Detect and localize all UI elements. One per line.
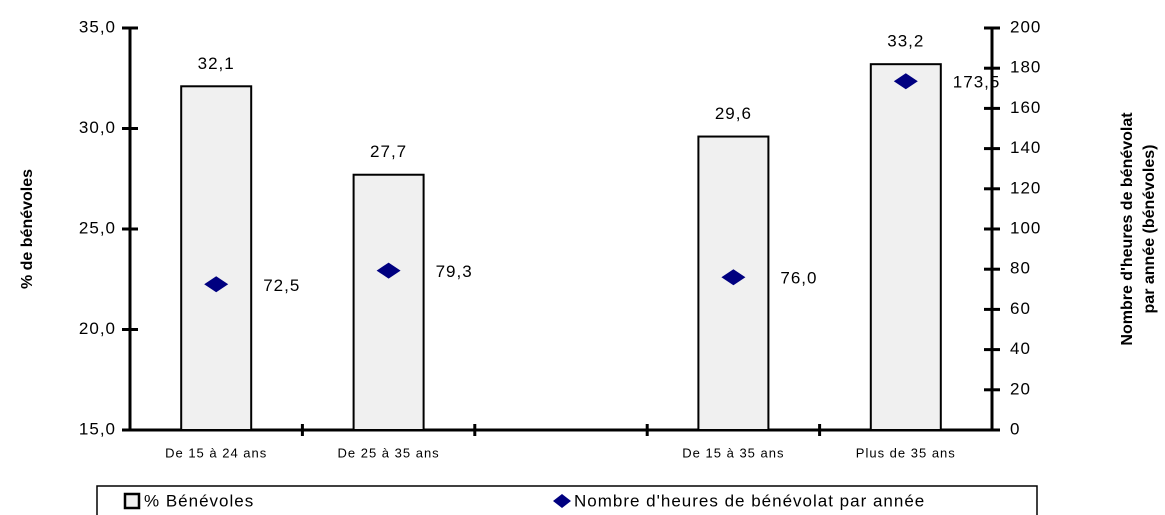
marker-value-label: 76,0 <box>780 269 817 288</box>
bar <box>869 63 942 432</box>
marker-value-label: 173,5 <box>953 73 1001 92</box>
x-tick-label: De 15 à 35 ans <box>682 445 784 460</box>
marker <box>893 73 918 90</box>
y-tick-label: 30,0 <box>79 118 116 137</box>
y2-tick-label: 140 <box>1010 138 1041 157</box>
bar-value-label: 33,2 <box>887 32 924 51</box>
marker <box>721 269 746 286</box>
y2-tick-label: 180 <box>1010 58 1041 77</box>
y2-axis-title: par année (bénévoles) <box>1141 145 1158 314</box>
y2-tick-label: 0 <box>1010 419 1020 438</box>
bar-value-label: 27,7 <box>370 142 407 161</box>
x-tick-label: Plus de 35 ans <box>856 445 956 460</box>
marker <box>204 276 229 293</box>
legend-label: Nombre d'heures de bénévolat par année <box>574 491 925 510</box>
x-tick-label: De 15 à 24 ans <box>165 445 267 460</box>
y2-tick-label: 60 <box>1010 299 1031 318</box>
y2-tick-label: 160 <box>1010 98 1041 117</box>
legend-label: % Bénévoles <box>144 491 254 510</box>
y2-tick-label: 120 <box>1010 178 1041 197</box>
y2-tick-label: 80 <box>1010 259 1031 278</box>
y2-tick-label: 200 <box>1010 17 1041 36</box>
legend-swatch <box>123 492 141 510</box>
bar <box>180 85 253 431</box>
bar-value-label: 32,1 <box>198 54 235 73</box>
y-tick-label: 20,0 <box>79 319 116 338</box>
y-tick-label: 15,0 <box>79 419 116 438</box>
marker-value-label: 79,3 <box>436 262 473 281</box>
y-tick-label: 35,0 <box>79 17 116 36</box>
y-axis-title: % de bénévoles <box>19 169 36 289</box>
y2-tick-label: 40 <box>1010 339 1031 358</box>
y-tick-label: 25,0 <box>79 218 116 237</box>
marker <box>376 262 401 279</box>
bar-value-label: 29,6 <box>715 104 752 123</box>
marker-value-label: 72,5 <box>263 276 300 295</box>
y2-axis-title: Nombre d'heures de bénévolat <box>1119 112 1136 346</box>
legend-swatch <box>553 494 571 508</box>
bar <box>352 173 425 431</box>
y2-tick-label: 100 <box>1010 218 1041 237</box>
x-tick-label: De 25 à 35 ans <box>338 445 440 460</box>
y2-tick-label: 20 <box>1010 379 1031 398</box>
